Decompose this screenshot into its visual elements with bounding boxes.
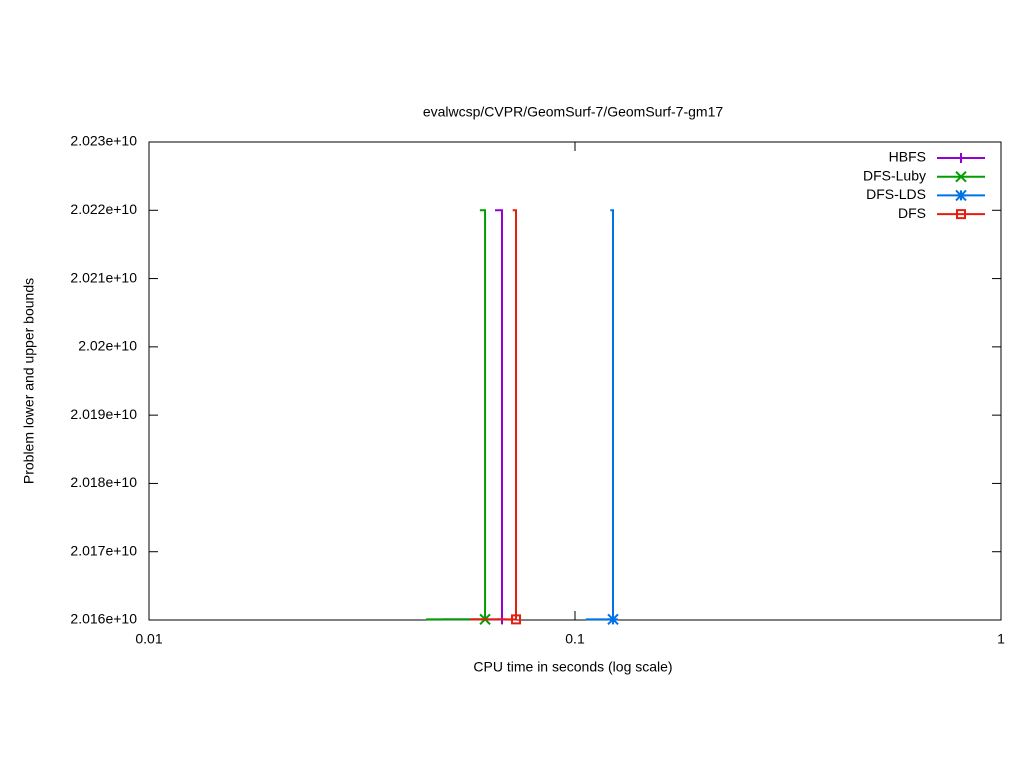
marker <box>956 153 966 163</box>
y-tick-label: 2.016e+10 <box>70 611 137 627</box>
marker <box>956 209 966 220</box>
legend-label: DFS <box>898 205 926 221</box>
marker <box>511 614 522 625</box>
y-tick-label: 2.022e+10 <box>70 201 137 217</box>
x-axis-label: CPU time in seconds (log scale) <box>473 659 672 675</box>
x-tick-label: 1 <box>997 631 1005 647</box>
y-tick-label: 2.017e+10 <box>70 542 137 558</box>
x-tick-label: 0.1 <box>565 631 585 647</box>
legend-label: DFS-LDS <box>866 186 926 202</box>
plot-border <box>148 141 1002 621</box>
y-tick-label: 2.02e+10 <box>78 338 137 354</box>
legend-label: DFS-Luby <box>863 167 926 183</box>
series-line <box>443 209 504 621</box>
series-line <box>585 209 614 621</box>
marker <box>607 613 619 626</box>
marker <box>955 189 967 202</box>
y-tick-label: 2.018e+10 <box>70 474 137 490</box>
y-axis-label: Problem lower and upper bounds <box>21 278 37 484</box>
series-line <box>470 209 518 621</box>
x-tick-label: 0.01 <box>135 631 162 647</box>
legend-label: HBFS <box>889 149 926 165</box>
chart-title: evalwcsp/CVPR/GeomSurf-7/GeomSurf-7-gm17 <box>423 104 724 120</box>
y-tick-label: 2.021e+10 <box>70 269 137 285</box>
y-tick-label: 2.019e+10 <box>70 406 137 422</box>
y-tick-label: 2.023e+10 <box>70 133 137 149</box>
marker <box>955 170 967 183</box>
series-line <box>426 209 487 621</box>
